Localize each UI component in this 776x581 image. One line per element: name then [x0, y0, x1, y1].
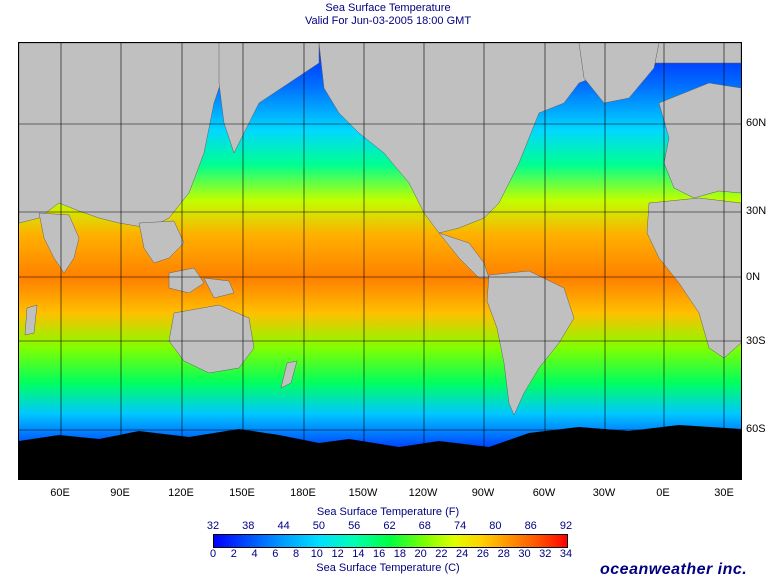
- fahrenheit-tick-label: 38: [242, 520, 255, 532]
- lon-label-30e: 30E: [714, 487, 734, 499]
- sst-map: [18, 42, 742, 480]
- fahrenheit-tick-label: 56: [348, 520, 361, 532]
- lon-label-150w: 150W: [348, 487, 378, 499]
- lat-label-30n: 30N: [746, 205, 767, 217]
- sst-map-canvas: [19, 43, 741, 479]
- celsius-scale-title: Sea Surface Temperature (C): [316, 562, 460, 574]
- celsius-tick-label: 24: [456, 548, 469, 560]
- lon-label-180e: 180E: [290, 487, 316, 499]
- lon-label-90w: 90W: [471, 487, 495, 499]
- celsius-tick-label: 18: [393, 548, 406, 560]
- celsius-tick-label: 30: [518, 548, 531, 560]
- celsius-tick-label: 28: [497, 548, 510, 560]
- lon-label-90e: 90E: [110, 487, 130, 499]
- fahrenheit-scale-title: Sea Surface Temperature (F): [316, 506, 460, 518]
- lat-label-60n: 60N: [746, 117, 767, 129]
- lon-label-30w: 30W: [592, 487, 616, 499]
- lon-label-0e: 0E: [656, 487, 670, 499]
- fahrenheit-tick-label: 86: [524, 520, 537, 532]
- lon-label-150e: 150E: [229, 487, 255, 499]
- lon-label-120w: 120W: [408, 487, 438, 499]
- fahrenheit-tick-label: 62: [383, 520, 396, 532]
- celsius-tick-label: 12: [331, 548, 344, 560]
- celsius-tick-label: 16: [372, 548, 386, 560]
- celsius-tick-label: 6: [272, 548, 279, 560]
- land-masses: [19, 43, 741, 416]
- celsius-tick-label: 4: [251, 548, 258, 560]
- fahrenheit-tick-label: 50: [312, 520, 326, 532]
- lon-label-120e: 120E: [168, 487, 194, 499]
- color-scale-bar: [213, 534, 568, 548]
- lat-label-30s: 30S: [746, 335, 766, 347]
- fahrenheit-tick-label: 80: [489, 520, 502, 532]
- celsius-tick-label: 20: [414, 548, 427, 560]
- valid-time: Valid For Jun-03-2005 18:00 GMT: [304, 15, 472, 27]
- map-title: Sea Surface Temperature: [325, 2, 451, 14]
- fahrenheit-tick-label: 44: [277, 520, 290, 532]
- antarctic-ice: [19, 425, 741, 479]
- fahrenheit-tick-label: 68: [418, 520, 431, 532]
- celsius-tick-label: 0: [209, 548, 217, 560]
- celsius-tick-label: 10: [310, 548, 323, 560]
- lat-label-60s: 60S: [746, 423, 766, 435]
- fahrenheit-tick-label: 92: [559, 520, 573, 532]
- celsius-tick-label: 2: [230, 548, 237, 560]
- celsius-tick-label: 14: [352, 548, 365, 560]
- lat-label-0n: 0N: [746, 271, 761, 283]
- fahrenheit-tick-label: 32: [206, 520, 220, 532]
- oceanweather-logo: oceanweather inc.: [600, 561, 748, 578]
- lon-label-60w: 60W: [532, 487, 556, 499]
- celsius-tick-label: 34: [559, 548, 573, 560]
- celsius-tick-label: 26: [476, 548, 490, 560]
- celsius-tick-label: 32: [539, 548, 552, 560]
- lon-label-60e: 60E: [50, 487, 70, 499]
- celsius-tick-label: 22: [435, 548, 448, 560]
- fahrenheit-tick-label: 74: [453, 520, 467, 532]
- graticule: [19, 43, 741, 479]
- celsius-tick-label: 8: [292, 548, 300, 560]
